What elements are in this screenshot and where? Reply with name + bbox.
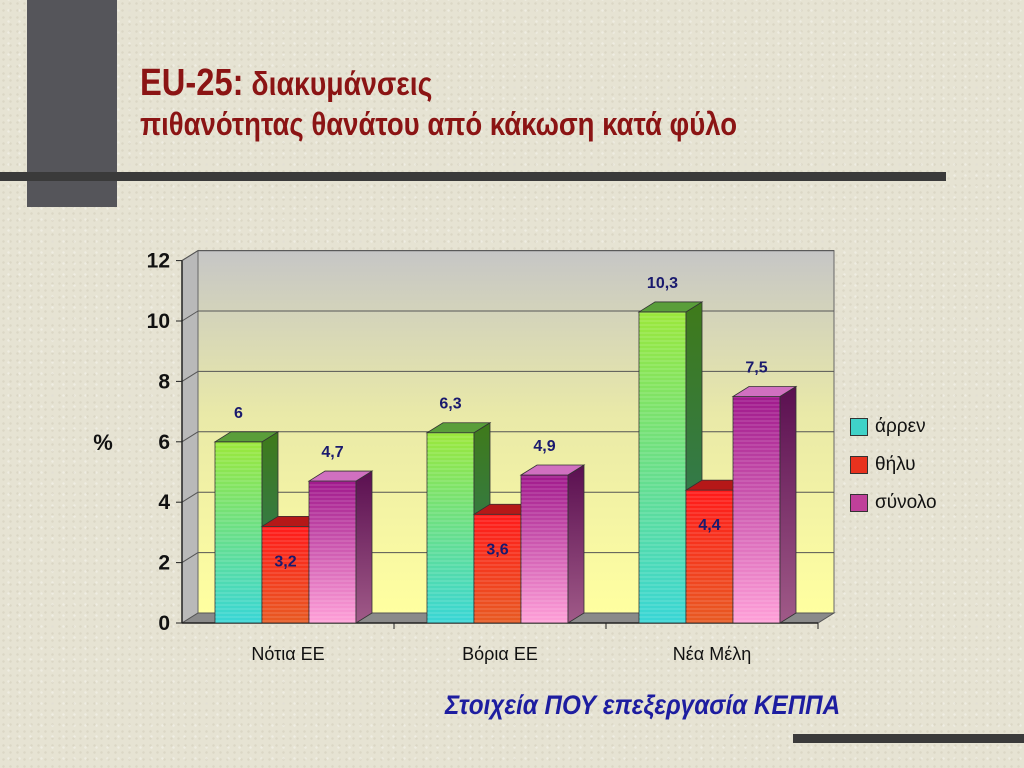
bar-female-texture — [686, 490, 733, 623]
y-tick-label: 0 — [158, 612, 170, 635]
header-divider — [0, 172, 946, 181]
data-label: 10,3 — [647, 275, 678, 292]
bar-total-top — [731, 386, 798, 397]
gridline-side — [181, 491, 199, 503]
data-label: 4,4 — [698, 517, 720, 534]
bar-total-side — [355, 470, 373, 624]
y-tick-label: 6 — [158, 431, 170, 454]
data-label: 6 — [234, 405, 243, 422]
slide-title: EU-25: διακυμάνσεις πιθανότητας θανάτου … — [140, 62, 834, 142]
bar-total-texture — [733, 396, 780, 623]
y-tick-label: 12 — [147, 250, 170, 273]
gridline-side — [181, 370, 199, 382]
legend-item-female: θήλυ — [850, 446, 937, 484]
bar-total-side — [779, 385, 797, 624]
title-prefix: EU-25: — [140, 62, 244, 104]
bar-total-top — [307, 470, 374, 482]
y-tick-label: 4 — [158, 491, 170, 514]
footer-divider — [793, 734, 1024, 743]
bar-female-texture — [474, 514, 521, 623]
legend-item-total: σύνολο — [850, 484, 937, 522]
x-category-label: Νότια ΕΕ — [251, 644, 324, 664]
legend-swatch-female — [850, 456, 868, 474]
legend-label-total: σύνολο — [875, 492, 937, 513]
y-tick-label: 10 — [147, 310, 170, 333]
title-line-1-text: διακυμάνσεις — [243, 65, 433, 102]
source-caption: Στοιχεία ΠΟΥ επεξεργασία ΚΕΠΠΑ — [445, 690, 841, 720]
y-tick-label: 8 — [158, 370, 170, 393]
bar-female-texture — [262, 526, 309, 623]
legend-label-female: θήλυ — [875, 454, 916, 475]
bar-total-top — [519, 464, 586, 476]
bar-male-texture — [215, 441, 262, 623]
bar-male-top — [213, 431, 280, 443]
legend-swatch-total — [850, 494, 868, 512]
data-label: 6,3 — [439, 396, 461, 413]
data-label: 3,6 — [486, 541, 508, 558]
legend-item-male: άρρεν — [850, 408, 937, 446]
x-category-label: Νέα Μέλη — [673, 644, 751, 664]
bar-total-side — [567, 464, 585, 624]
y-axis-label: % — [93, 430, 113, 455]
gridline-side — [181, 310, 199, 322]
bar-male-texture — [427, 432, 474, 623]
bar-total-texture — [309, 481, 356, 623]
data-label: 4,9 — [533, 438, 555, 455]
y-tick-label: 2 — [158, 552, 170, 575]
gridline-side — [181, 552, 199, 564]
chart-legend: άρρεν θήλυ σύνολο — [850, 408, 937, 522]
legend-label-male: άρρεν — [875, 416, 926, 437]
data-label: 4,7 — [321, 444, 343, 461]
bar-male-texture — [639, 311, 686, 623]
x-category-label: Βόρια ΕΕ — [462, 644, 538, 664]
data-label: 7,5 — [745, 360, 767, 377]
gridline-side — [181, 431, 199, 443]
bar-male-top — [425, 422, 492, 434]
gridline-side — [181, 250, 199, 262]
title-line-2: πιθανότητας θανάτου από κάκωση κατά φύλο — [140, 105, 738, 142]
bar-male-top — [637, 301, 704, 313]
legend-swatch-male — [850, 418, 868, 436]
data-label: 3,2 — [274, 553, 296, 570]
bar-total-texture — [521, 475, 568, 623]
title-line-1: EU-25: διακυμάνσεις — [140, 62, 737, 106]
